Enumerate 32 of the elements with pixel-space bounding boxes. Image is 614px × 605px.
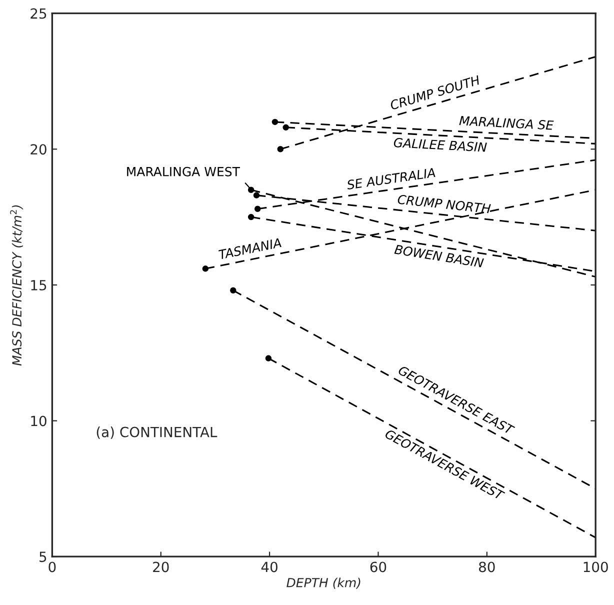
x-tick-label: 100 <box>584 562 608 572</box>
x-tick-label: 0 <box>48 562 56 572</box>
point <box>253 192 260 198</box>
x-tick-label: 20 <box>153 562 169 572</box>
point <box>282 124 289 131</box>
point <box>277 146 284 152</box>
text: BOWEN BASIN <box>394 244 484 268</box>
point <box>265 355 272 362</box>
x-tick-label: 40 <box>261 562 278 572</box>
series-label: GALILEE BASIN <box>394 138 487 152</box>
y-tick-label: 20 <box>30 144 46 155</box>
point <box>254 206 261 212</box>
series-label: MARALINGA WEST <box>127 166 240 176</box>
x-tick-label: 80 <box>479 562 495 572</box>
y-tick-label: 10 <box>31 416 46 426</box>
text: CRUMP SOUTH <box>390 75 480 110</box>
text: SE AUSTRALIA <box>346 168 436 190</box>
y-tick-label: 15 <box>31 280 46 290</box>
x-tick-label: 60 <box>370 562 386 572</box>
y-tick-label: 25 <box>30 8 46 19</box>
point <box>202 266 209 272</box>
point <box>230 287 236 294</box>
point <box>272 118 278 126</box>
y-tick-label: 5 <box>40 552 46 562</box>
point <box>248 214 254 220</box>
annotation: (a) CONTINENTAL <box>96 426 218 439</box>
x-axis-title: DEPTH (km) <box>286 578 360 589</box>
point <box>248 186 254 194</box>
y-axis-title: MASS DEFICIENCY (kt/m$^{2}$) <box>10 205 24 366</box>
text: CRUMP NORTH <box>398 194 491 214</box>
text: TASMANIA <box>218 238 282 260</box>
series-label: MARALINGA SE <box>459 116 554 130</box>
